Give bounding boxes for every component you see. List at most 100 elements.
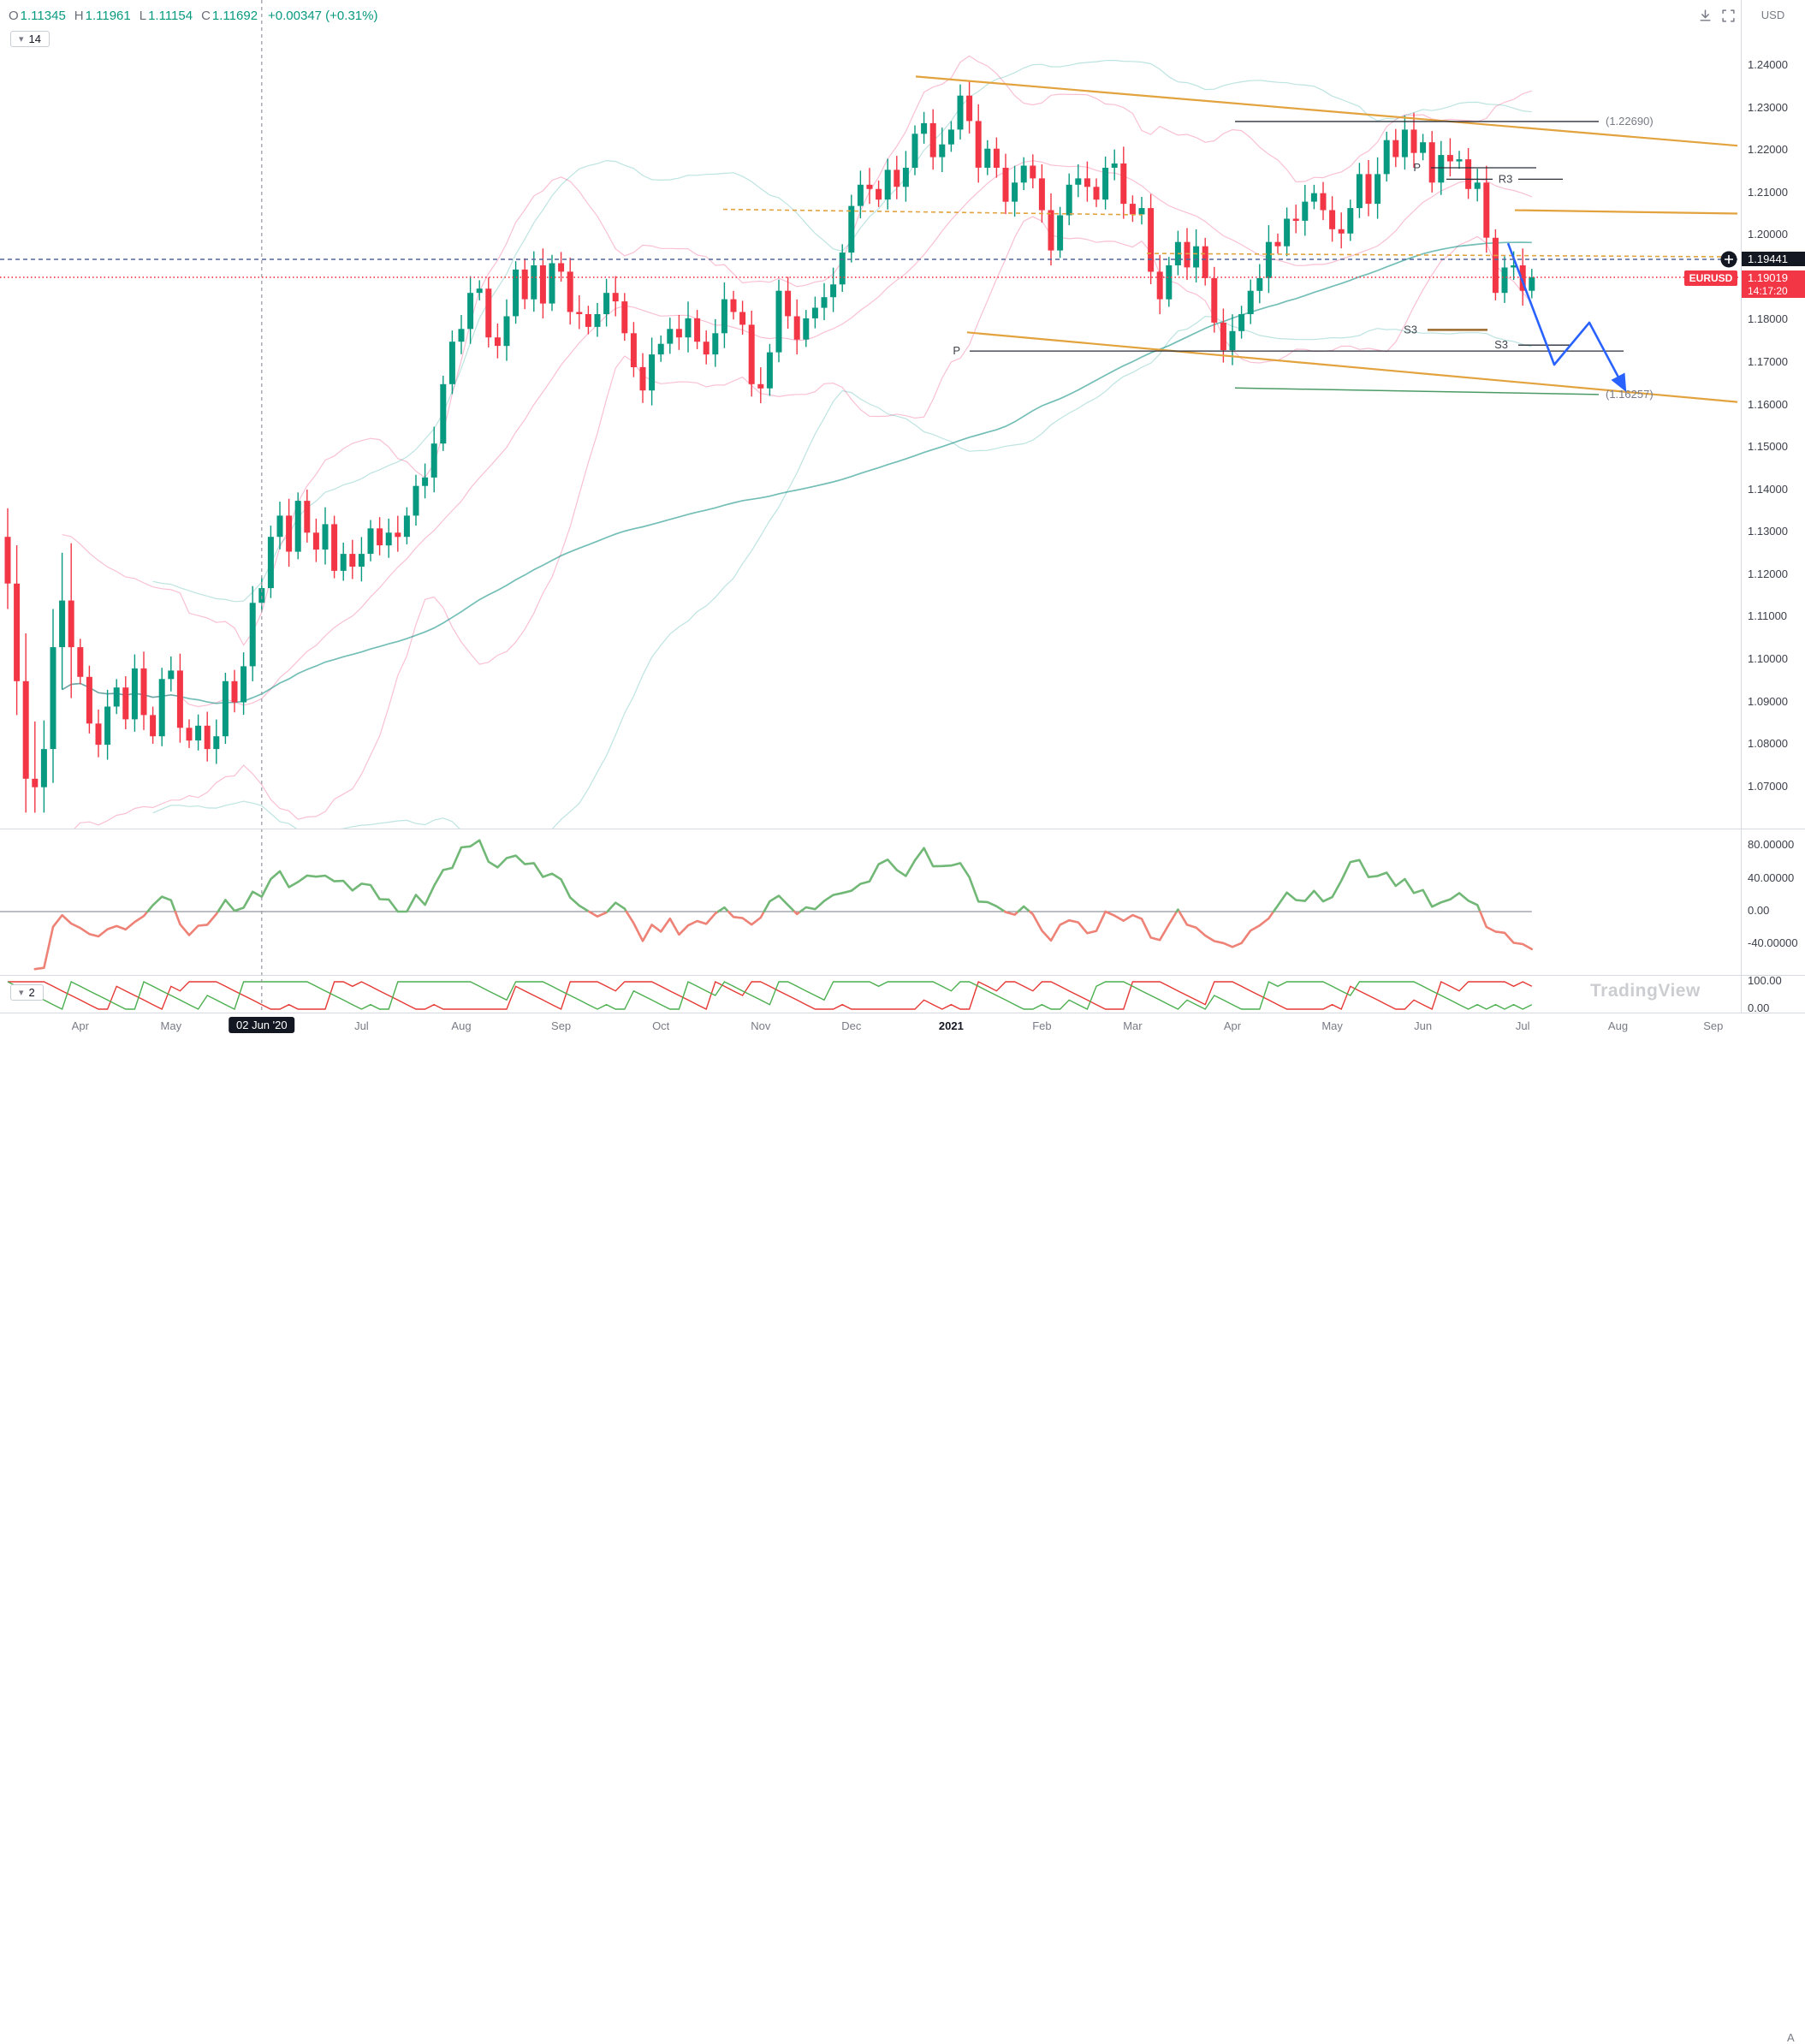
time-axis[interactable]: 02 Jun '20 A Apr May Jul Aug Sep Oct Nov Dec 202… (0, 1013, 1805, 2044)
time-axis-month-label: Feb (1032, 1019, 1052, 1032)
candle-body (567, 271, 573, 312)
pane-separator-osc-lower[interactable] (0, 975, 1805, 976)
candle-body (476, 288, 483, 294)
chart-drawings[interactable]: (1.22690) (1.16257) P R3 S3 S3 P (722, 75, 1738, 403)
candle-body (1474, 182, 1481, 189)
candle-body (848, 205, 855, 253)
candle-body (1238, 314, 1245, 331)
candle-body (349, 554, 356, 567)
chart-canvas[interactable]: (1.22690) (1.16257) P R3 S3 S3 P (0, 0, 1805, 1038)
price-axis[interactable]: 1.19441 1.19019 14:17:20 1.24000 1.23000 1… (1741, 0, 1805, 1014)
tradingview-watermark: TradingView (1590, 981, 1701, 1001)
candle-body (1519, 265, 1526, 291)
trendline-channel-bottom[interactable] (966, 331, 1738, 403)
fullscreen-button[interactable] (1719, 7, 1737, 27)
candle-body (1511, 265, 1517, 268)
candle-body (703, 342, 710, 355)
candle-body (1202, 246, 1208, 278)
auto-scale-button[interactable]: A (1787, 2031, 1795, 2044)
candle-body (1401, 129, 1408, 157)
candle-body (739, 312, 746, 325)
candle-body (1265, 241, 1272, 278)
osc-tick-label: 0.00 (1748, 904, 1770, 917)
oscillator-line (606, 901, 628, 913)
candle-body (267, 537, 274, 589)
candle-body (657, 343, 664, 355)
candle-body (1057, 215, 1064, 251)
candle-body (1320, 193, 1327, 211)
candle-body (122, 687, 129, 720)
candle-body (748, 324, 755, 384)
legend-open-label: O (9, 9, 19, 23)
main-indicator-legend[interactable]: ▾ 14 (10, 31, 50, 47)
pivot-p-label: P (1413, 161, 1421, 174)
candle-body (403, 515, 410, 538)
candle-body (866, 184, 873, 189)
candle-body (521, 269, 528, 300)
candle-body (1274, 241, 1281, 247)
candle-body (1375, 174, 1381, 205)
candle-body (803, 318, 810, 340)
oscillator-line (1178, 910, 1275, 948)
candle-body (639, 366, 646, 391)
time-axis-month-label: Aug (451, 1019, 472, 1032)
pivot-dashed-line[interactable] (722, 208, 1143, 216)
save-image-button[interactable] (1696, 7, 1714, 27)
legend-high-value: 1.11961 (85, 9, 131, 23)
candle-body (921, 122, 928, 134)
candle-body (113, 687, 120, 707)
candle-body (1193, 246, 1200, 268)
candle-body (331, 524, 338, 571)
plus-icon (1725, 254, 1733, 264)
price-tick-label: 1.09000 (1748, 694, 1788, 708)
candle-body (1501, 267, 1508, 294)
candle-body (966, 95, 973, 122)
time-axis-month-label: Jun (1414, 1019, 1433, 1032)
price-tick-label: 1.22000 (1748, 143, 1788, 157)
pivot-s3-label: S3 (1494, 338, 1508, 351)
candle-body (1138, 208, 1145, 215)
time-axis-month-label: Apr (1223, 1019, 1242, 1032)
candle-body (975, 121, 982, 168)
pivot-p-label: P (953, 344, 960, 357)
legend-close-value: 1.11692 (211, 9, 258, 23)
price-level-label-low: (1.16257) (1606, 388, 1654, 401)
candle-body (839, 253, 846, 285)
candle-body (204, 725, 211, 750)
time-axis-month-label: Aug (1607, 1019, 1629, 1032)
candle-body (59, 600, 66, 648)
price-tick-label: 1.18000 (1748, 312, 1788, 326)
time-axis-month-label: Sep (551, 1019, 572, 1032)
candle-body (1148, 208, 1155, 272)
candle-body (322, 524, 329, 550)
pivot-dashed-line[interactable] (1146, 253, 1738, 258)
lower-indicator-legend[interactable]: ▾ 2 (10, 984, 44, 1001)
candle-body (1220, 322, 1226, 351)
candle-body (821, 297, 828, 308)
candle-body (1048, 210, 1054, 251)
candle-body (1184, 241, 1190, 268)
projection-arrow[interactable] (1506, 242, 1627, 392)
price-level-line-low[interactable] (1234, 387, 1600, 395)
oscillator-line (1003, 910, 1019, 916)
candle-body (448, 342, 455, 384)
price-axis-currency[interactable]: USD (1760, 9, 1785, 21)
candle-body (1310, 193, 1317, 202)
trendline-channel-mid[interactable] (1514, 209, 1738, 215)
add-alert-button[interactable] (1720, 251, 1737, 268)
price-tick-label: 1.08000 (1748, 737, 1788, 751)
crosshair-price-label: 1.19441 (1742, 251, 1805, 266)
oscillator-line (587, 910, 609, 918)
legend-low-label: L (139, 9, 147, 23)
time-axis-month-label: May (160, 1019, 182, 1032)
candle-body (1111, 163, 1118, 168)
candle-body (213, 736, 220, 750)
symbol-price-flag: EURUSD (1684, 270, 1737, 286)
candle-body (1347, 208, 1354, 234)
time-axis-month-label: Nov (751, 1019, 771, 1032)
trendline-channel-top[interactable] (915, 75, 1738, 147)
candle-body (176, 670, 183, 728)
candle-body (630, 333, 637, 367)
candle-body (902, 168, 909, 187)
